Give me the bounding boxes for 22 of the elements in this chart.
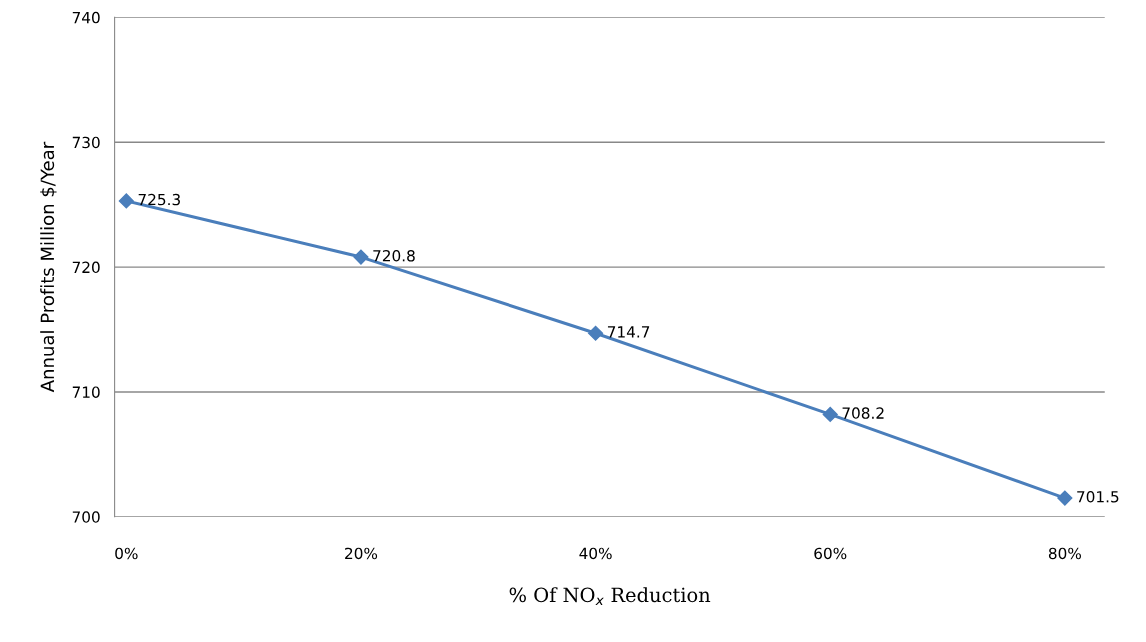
- y-tick-label: 720: [72, 261, 100, 274]
- data-label: 725.3: [138, 193, 180, 206]
- x-tick-label: 60%: [814, 547, 847, 560]
- point: [1057, 490, 1073, 506]
- y-tick-label: 740: [72, 11, 100, 24]
- x-axis-title: % Of NO$_{x}$ Reduction: [509, 587, 711, 606]
- point: [353, 249, 369, 265]
- x-tick-label: 40%: [579, 547, 612, 560]
- point: [822, 406, 838, 422]
- y-axis-title: Annual Profits Million $/Year: [40, 141, 57, 393]
- x-tick-label: 80%: [1048, 547, 1081, 560]
- data-label: 714.7: [607, 326, 650, 338]
- data-label: 701.5: [1077, 490, 1119, 503]
- point: [588, 325, 604, 341]
- x-tick-label: 0%: [115, 547, 138, 560]
- data-label: 708.2: [842, 407, 884, 419]
- y-tick-label: 730: [72, 136, 100, 149]
- data-label: 720.8: [373, 249, 415, 262]
- y-tick-label: 700: [72, 511, 100, 523]
- x-tick-label: 20%: [345, 547, 378, 560]
- point: [118, 193, 134, 209]
- y-tick-label: 710: [72, 386, 100, 398]
